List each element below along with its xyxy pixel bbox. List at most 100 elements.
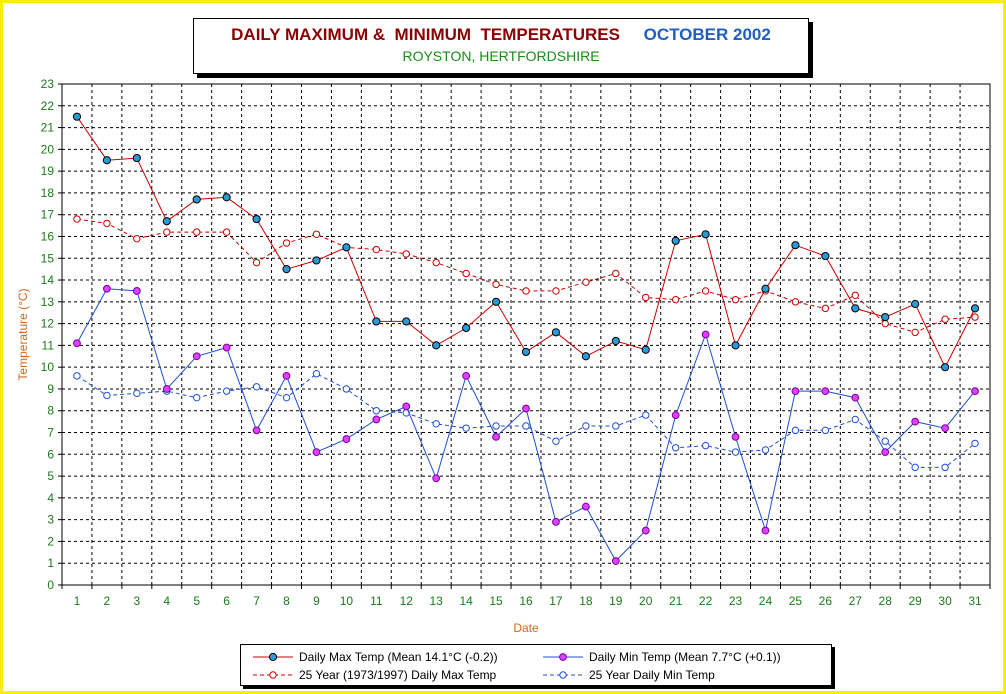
data-point-min	[462, 371, 471, 380]
x-tick-label: 13	[430, 594, 444, 608]
data-point-avg_min	[133, 389, 141, 398]
data-point-avg_max	[582, 278, 590, 286]
data-point-max	[551, 328, 561, 337]
data-point-avg_min	[193, 393, 201, 402]
x-tick-label: 9	[313, 594, 320, 608]
data-point-max	[761, 284, 770, 293]
y-tick-label: 12	[41, 317, 55, 331]
data-point-min	[432, 474, 441, 483]
data-point-avg_min	[73, 372, 81, 380]
data-point-avg_max	[971, 313, 979, 321]
y-tick-label: 10	[41, 360, 55, 374]
data-point-max	[521, 347, 531, 357]
data-point-min	[611, 557, 620, 565]
data-point-avg_min	[761, 446, 770, 454]
data-point-min	[402, 402, 411, 411]
y-tick-label: 15	[41, 251, 55, 265]
legend-label-max: Daily Max Temp (Mean 14.1°C (-0.2))	[299, 649, 498, 664]
y-tick-label: 6	[47, 447, 54, 461]
data-point-avg_min	[222, 387, 231, 395]
legend-swatch-max	[253, 652, 293, 661]
data-point-max	[940, 363, 950, 372]
y-axis-label: Temperature (°C)	[16, 288, 30, 380]
data-point-max	[671, 236, 680, 245]
data-point-avg_max	[881, 319, 889, 328]
x-axis-label: Date	[513, 621, 539, 635]
data-point-min	[522, 404, 530, 413]
x-tick-label: 24	[759, 594, 773, 608]
data-point-min	[941, 424, 949, 433]
data-point-min	[222, 343, 231, 352]
x-tick-label: 31	[968, 594, 982, 608]
data-point-max	[132, 153, 141, 163]
data-point-max	[222, 193, 231, 202]
data-point-avg_min	[911, 463, 919, 472]
data-point-max	[851, 304, 860, 313]
data-point-avg_max	[671, 295, 680, 304]
data-point-avg_max	[941, 315, 949, 323]
data-point-max	[312, 256, 321, 265]
data-point-min	[971, 387, 979, 396]
y-tick-label: 9	[47, 382, 54, 396]
data-point-min	[731, 432, 740, 441]
y-tick-label: 19	[41, 164, 55, 178]
data-point-avg_min	[821, 426, 830, 435]
data-point-avg_min	[432, 420, 440, 428]
data-point-max	[462, 323, 471, 333]
data-point-avg_max	[252, 258, 261, 267]
data-point-avg_max	[731, 295, 740, 304]
data-point-max	[252, 214, 261, 224]
data-point-min	[103, 284, 111, 293]
x-tick-label: 14	[459, 594, 473, 608]
x-tick-label: 11	[370, 594, 383, 608]
plot-area	[61, 83, 991, 586]
data-point-avg_max	[851, 291, 859, 299]
data-point-avg_max	[791, 298, 800, 306]
data-point-avg_min	[851, 415, 859, 424]
x-tick-label: 15	[489, 594, 503, 608]
data-point-min	[821, 387, 830, 396]
x-tick-label: 2	[104, 594, 111, 608]
legend-label-avg_max: 25 Year (1973/1997) Daily Max Temp	[299, 667, 497, 682]
data-point-avg_max	[821, 304, 830, 313]
legend-label-avg_min: 25 Year Daily Min Temp	[589, 667, 715, 682]
data-point-min	[342, 435, 351, 443]
data-point-avg_max	[133, 234, 141, 243]
data-point-min	[791, 387, 800, 396]
data-point-avg_max	[282, 239, 291, 247]
y-tick-label: 8	[47, 404, 54, 418]
data-point-min	[192, 352, 201, 361]
x-tick-label: 27	[849, 594, 863, 608]
y-tick-label: 22	[41, 99, 55, 113]
chart-legend: Daily Max Temp (Mean 14.1°C (-0.2)) Daily…	[240, 644, 832, 686]
data-point-avg_min	[252, 383, 261, 391]
x-tick-label: 19	[609, 594, 623, 608]
y-tick-label: 17	[41, 208, 55, 222]
x-tick-label: 7	[253, 594, 260, 608]
data-point-avg_min	[731, 448, 740, 456]
data-point-avg_min	[342, 385, 351, 393]
data-point-avg_max	[222, 228, 231, 236]
legend-label-min: Daily Min Temp (Mean 7.7°C (+0.1))	[589, 649, 781, 664]
data-point-avg_max	[522, 287, 530, 295]
data-point-max	[731, 341, 740, 350]
data-point-min	[252, 426, 261, 435]
data-point-avg_min	[671, 444, 680, 452]
data-point-max	[162, 217, 171, 226]
data-point-avg_min	[492, 422, 500, 430]
data-point-avg_min	[462, 424, 470, 432]
x-tick-label: 1	[74, 594, 81, 608]
y-tick-label: 16	[41, 229, 55, 243]
chart-title-main: DAILY MAXIMUM & MINIMUM TEMPERATURES	[231, 25, 620, 44]
data-point-avg_min	[941, 463, 949, 472]
y-tick-label: 1	[47, 556, 54, 570]
data-point-min	[911, 417, 920, 426]
data-point-avg_max	[402, 250, 410, 258]
data-point-avg_min	[971, 439, 979, 448]
legend-item-max: Daily Max Temp (Mean 14.1°C (-0.2))	[251, 647, 498, 665]
x-tick-label: 18	[579, 594, 593, 608]
data-point-avg_min	[642, 411, 650, 419]
x-tick-label: 29	[908, 594, 922, 608]
data-point-avg_min	[282, 393, 291, 402]
series-avg_max	[73, 215, 979, 337]
